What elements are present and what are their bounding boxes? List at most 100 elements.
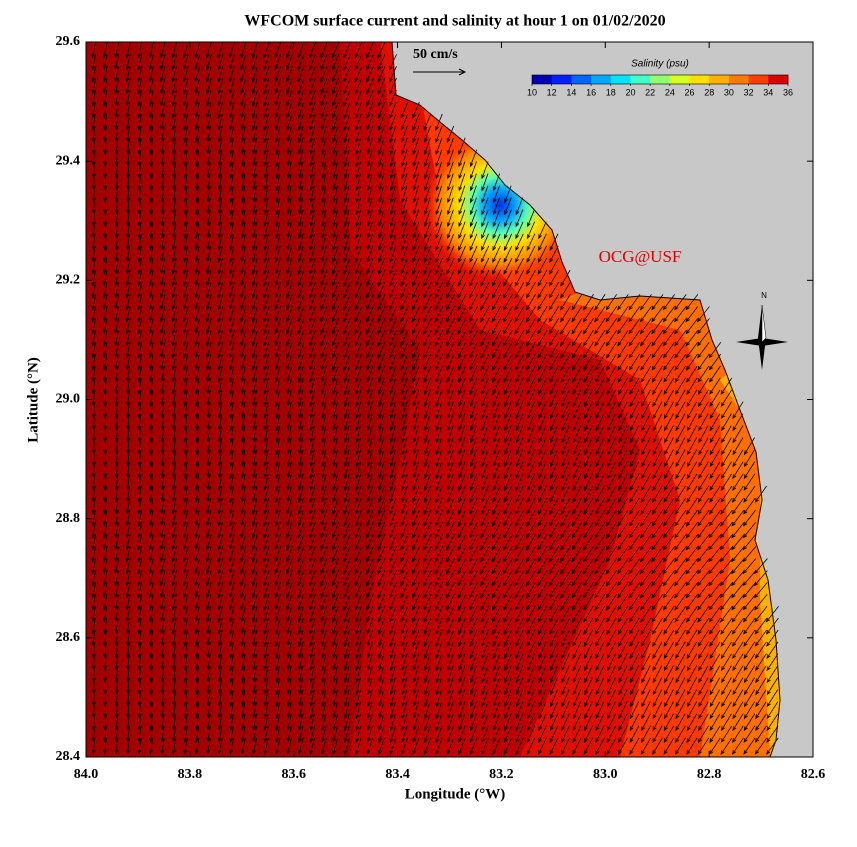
current-vector (549, 497, 559, 515)
current-vector (629, 617, 640, 635)
current-vector (595, 413, 605, 432)
current-vector (720, 473, 733, 492)
current-vector (114, 114, 119, 131)
current-vector (639, 318, 652, 335)
current-vector (412, 485, 420, 504)
current-vector (355, 653, 362, 672)
current-vector (491, 521, 501, 539)
current-vector (194, 114, 200, 131)
current-vector (675, 701, 686, 720)
current-vector (503, 318, 513, 335)
current-vector (607, 689, 616, 708)
current-vector (697, 473, 709, 492)
current-vector (286, 366, 293, 383)
current-vector (571, 558, 583, 575)
current-vector (503, 306, 513, 323)
current-vector (423, 329, 432, 347)
current-vector (628, 521, 641, 539)
current-vector (527, 713, 535, 732)
current-vector (595, 653, 605, 672)
current-vector (640, 605, 652, 623)
current-vector (309, 677, 315, 696)
current-vector (674, 582, 687, 599)
current-vector (571, 546, 583, 563)
current-vector (332, 665, 338, 684)
current-vector (149, 714, 153, 731)
current-vector (571, 294, 583, 311)
current-vector (537, 294, 548, 311)
current-vector (343, 570, 351, 587)
current-vector (503, 269, 513, 287)
current-vector (137, 246, 142, 263)
current-vector (389, 534, 397, 551)
current-vector (686, 497, 698, 515)
current-vector (240, 414, 246, 431)
current-vector (548, 570, 560, 587)
current-vector (492, 233, 501, 252)
current-vector (537, 605, 548, 623)
current-vector (183, 606, 189, 623)
current-vector (332, 629, 339, 647)
current-vector (91, 186, 96, 203)
current-vector (492, 257, 501, 275)
current-vector (549, 365, 559, 383)
current-vector (708, 558, 722, 575)
current-vector (652, 737, 663, 756)
current-vector (194, 582, 200, 599)
current-vector (435, 401, 443, 420)
current-vector (525, 546, 536, 563)
current-vector (366, 137, 373, 156)
current-vector (183, 630, 188, 647)
current-vector (125, 510, 131, 527)
current-vector (298, 401, 304, 420)
current-vector (160, 42, 166, 59)
current-vector (675, 689, 686, 708)
current-vector (548, 558, 560, 575)
current-vector (308, 42, 316, 59)
current-vector (331, 78, 339, 95)
current-vector (412, 245, 420, 263)
current-vector (412, 125, 420, 144)
current-vector (504, 221, 512, 240)
current-vector (228, 54, 235, 71)
current-vector (217, 114, 223, 131)
current-vector (447, 197, 454, 216)
current-vector (525, 570, 536, 587)
current-vector (274, 270, 281, 287)
current-vector (148, 66, 154, 83)
current-vector (412, 725, 420, 744)
current-vector (160, 390, 165, 407)
current-vector (321, 665, 327, 684)
current-vector (148, 618, 154, 635)
current-vector (275, 209, 281, 227)
current-vector (355, 713, 362, 732)
current-vector (584, 413, 593, 432)
current-vector (526, 629, 536, 648)
current-vector (183, 438, 188, 455)
current-vector (354, 570, 363, 587)
current-vector (492, 617, 501, 636)
current-vector (252, 425, 257, 443)
current-vector (240, 425, 246, 443)
current-vector (446, 497, 455, 515)
current-vector (171, 738, 177, 755)
current-vector (594, 353, 606, 371)
current-vector (298, 221, 304, 239)
current-vector (309, 713, 315, 732)
current-vector (628, 546, 641, 563)
current-vector (217, 270, 224, 287)
current-vector (503, 245, 513, 264)
current-vector (515, 713, 524, 732)
current-vector (320, 510, 328, 527)
current-vector (137, 234, 142, 251)
current-vector (388, 558, 397, 575)
current-vector (102, 54, 108, 71)
current-vector (320, 401, 327, 420)
current-vector (708, 594, 722, 611)
current-vector (732, 713, 744, 732)
current-vector (607, 413, 616, 432)
current-vector (378, 665, 385, 684)
current-vector (297, 233, 304, 251)
current-vector (400, 330, 409, 347)
current-vector (698, 689, 709, 708)
